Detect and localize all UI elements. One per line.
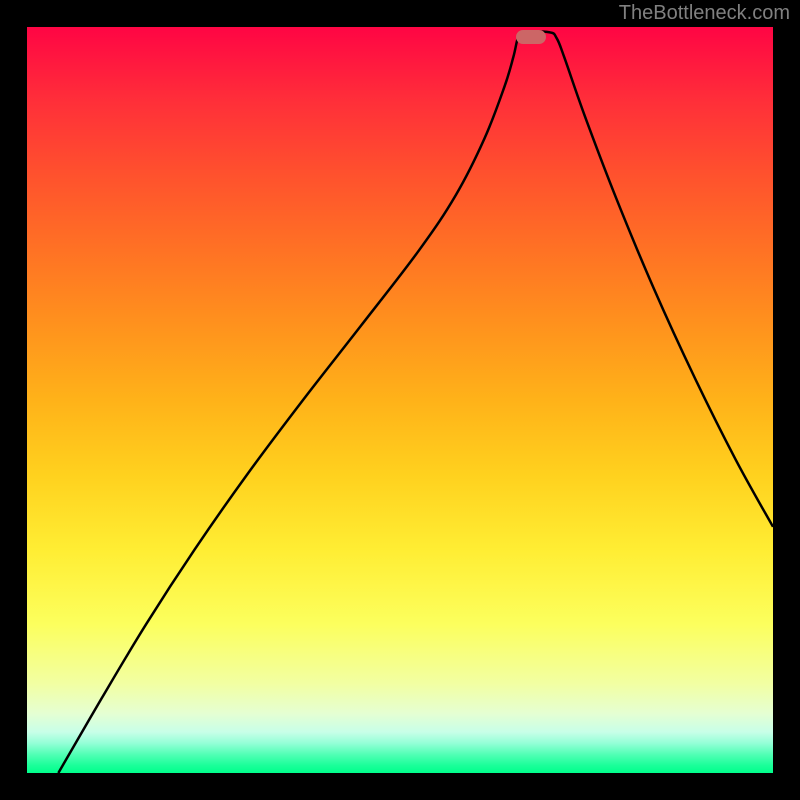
- optimal-marker: [516, 30, 546, 44]
- gradient-background: [27, 27, 773, 773]
- bottleneck-chart: [27, 27, 773, 773]
- chart-svg: [27, 27, 773, 773]
- watermark-text: TheBottleneck.com: [619, 2, 790, 25]
